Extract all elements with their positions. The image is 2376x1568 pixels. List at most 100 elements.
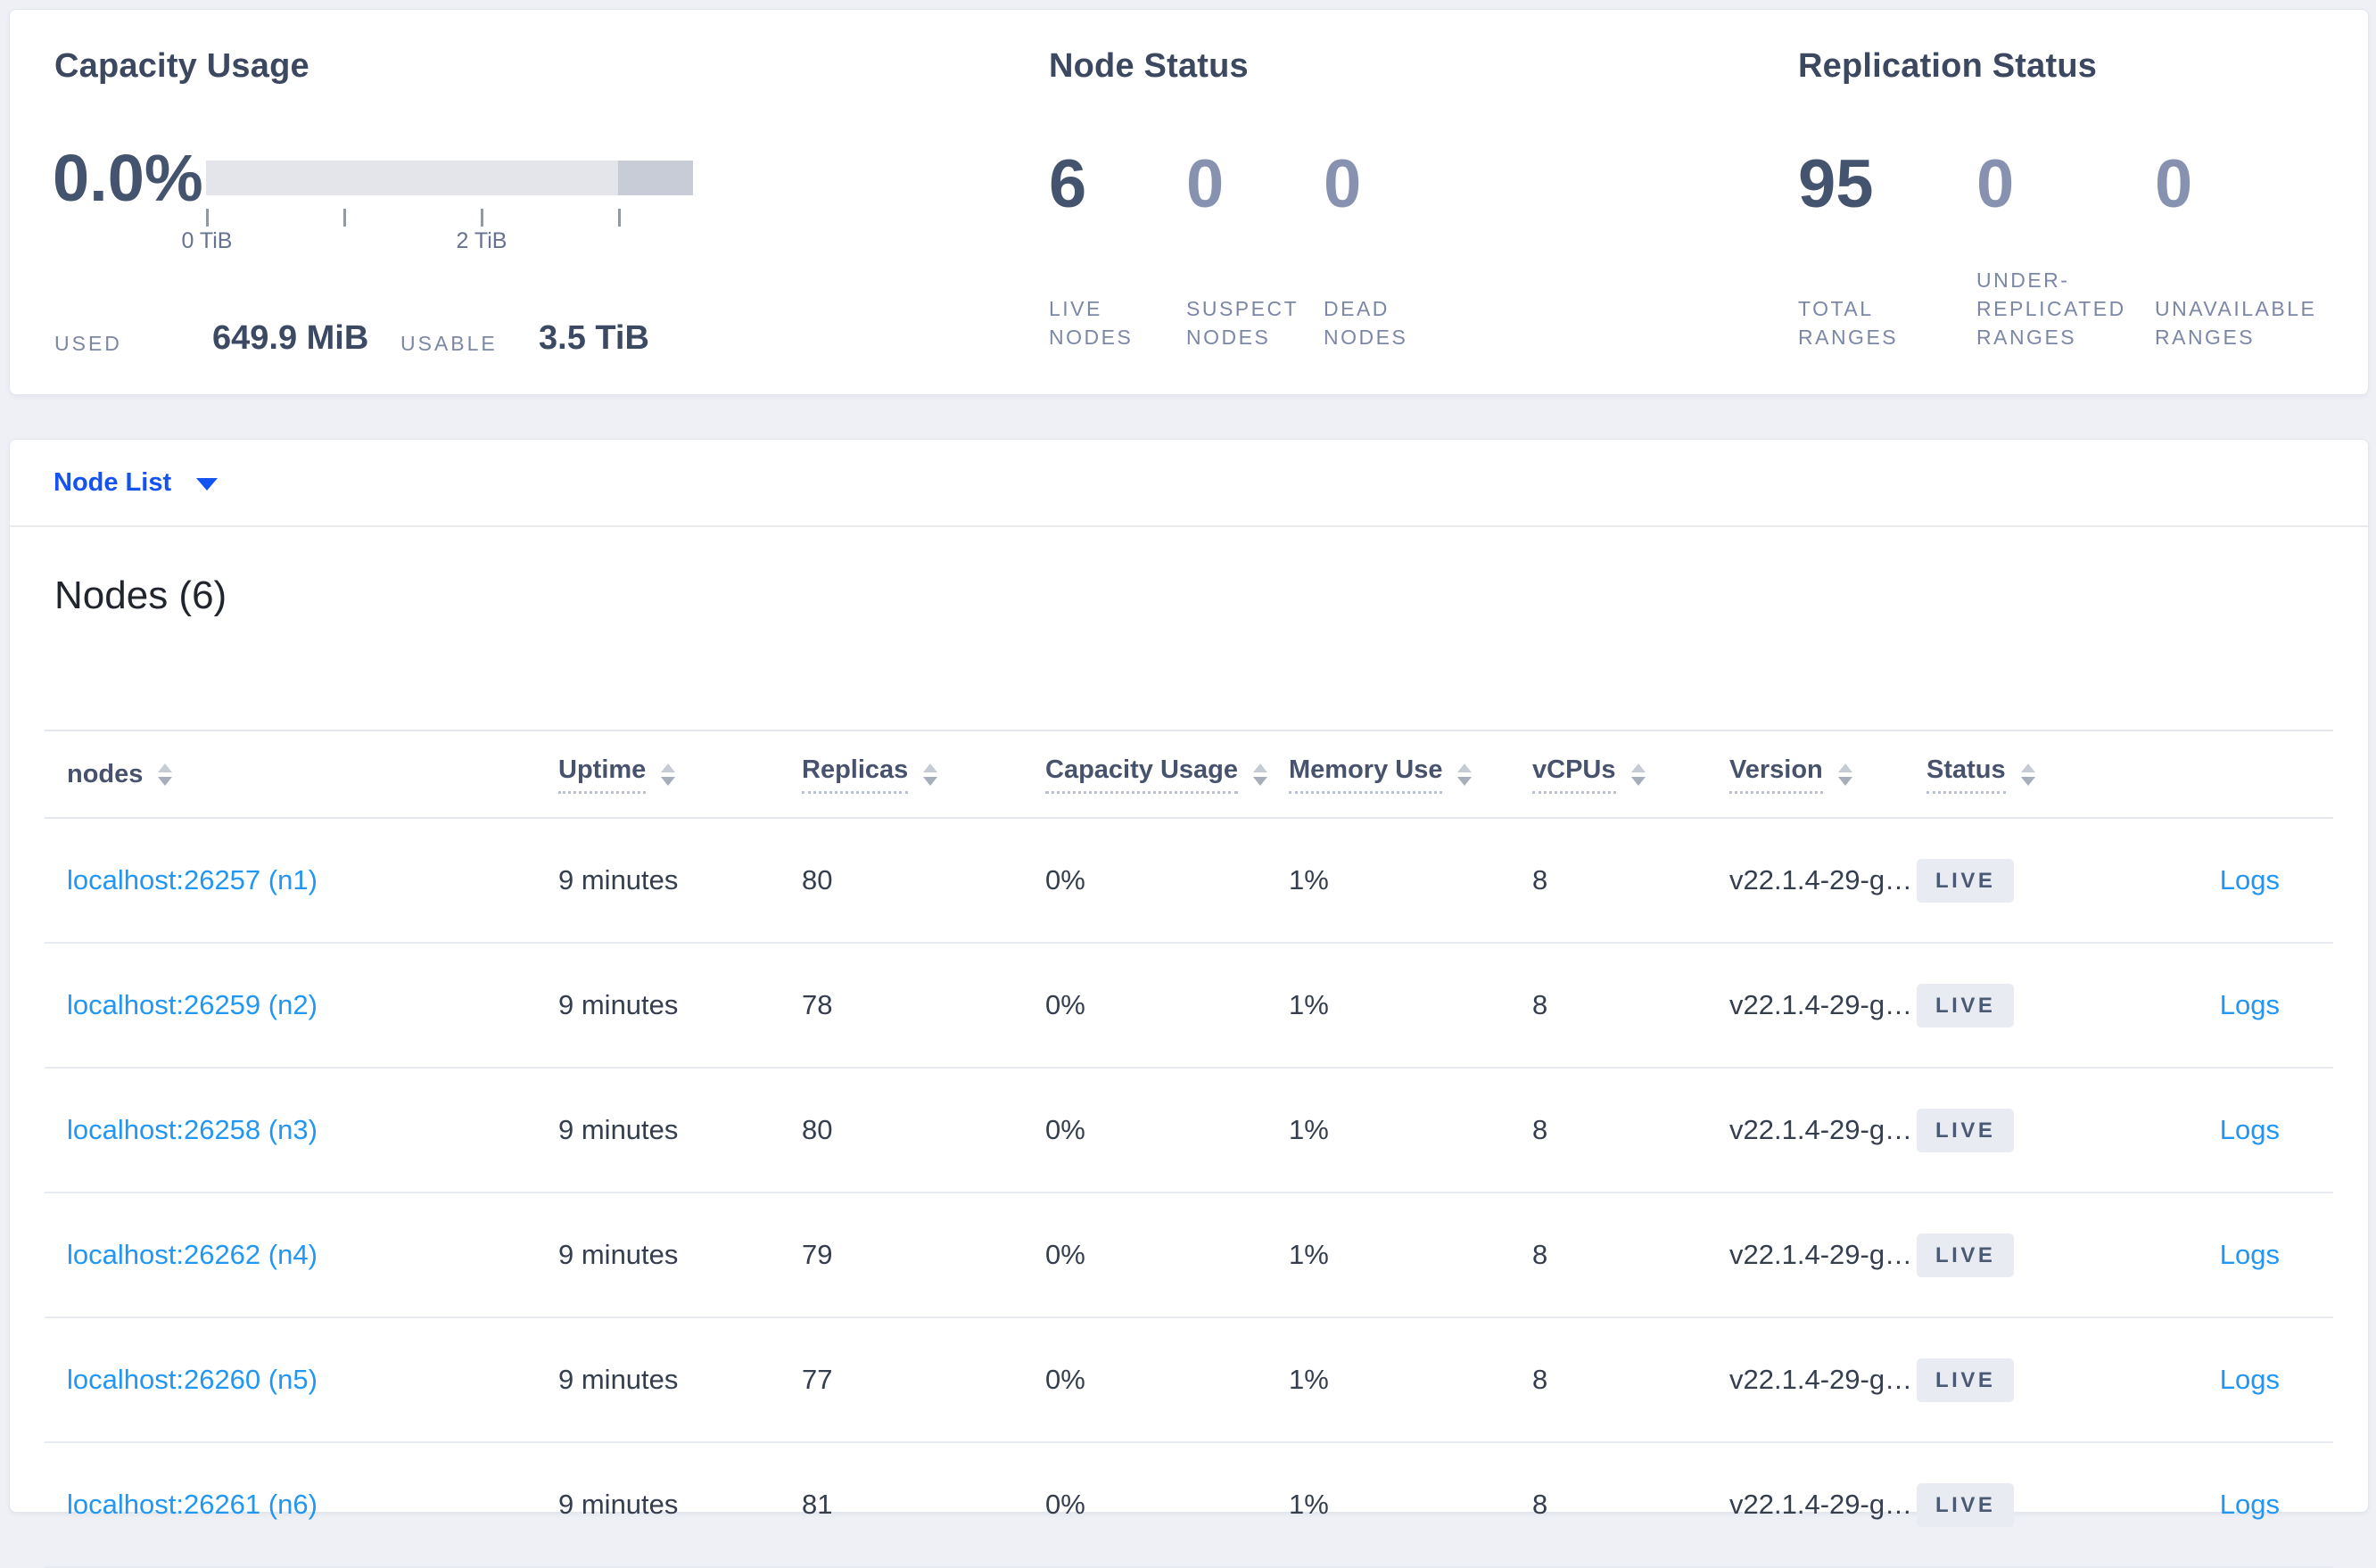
stat-label: UNDER-REPLICATED RANGES — [1976, 268, 2126, 349]
stat-label: DEAD NODES — [1324, 297, 1408, 349]
logs-cell: Logs — [2220, 944, 2280, 1067]
capacity-bar-dark-segment — [618, 161, 693, 195]
table-row: localhost:26260 (n5) 9 minutes 77 0% 1% … — [45, 1318, 2333, 1443]
uptime-cell: 9 minutes — [558, 989, 679, 1020]
logs-cell: Logs — [2220, 1318, 2280, 1441]
column-header-memory-use[interactable]: Memory Use — [1289, 731, 1473, 817]
capacity-cell: 0% — [1045, 1114, 1085, 1145]
node-status-title: Node Status — [1049, 47, 1249, 85]
stat-label: UNAVAILABLE RANGES — [2155, 297, 2317, 349]
memory-cell: 1% — [1289, 1239, 1329, 1270]
node-link[interactable]: localhost:26260 (n5) — [67, 1364, 318, 1395]
logs-link[interactable]: Logs — [2219, 1489, 2280, 1520]
stat-label: SUSPECT NODES — [1186, 297, 1299, 349]
logs-link[interactable]: Logs — [2219, 1114, 2280, 1145]
capacity-cell: 0% — [1045, 1489, 1085, 1520]
status-cell: LIVE — [1917, 1193, 2015, 1316]
column-header-nodes[interactable]: nodes — [67, 731, 173, 817]
status-cell: LIVE — [1917, 819, 2015, 942]
node-status-stats: 6 LIVE NODES 0 SUSPECT NODES 0 DEAD NODE… — [1049, 151, 1461, 351]
replicas-cell: 81 — [802, 1489, 833, 1520]
capacity-cell: 0% — [1045, 1364, 1085, 1395]
column-header-version[interactable]: Version — [1729, 731, 1852, 817]
logs-link[interactable]: Logs — [2219, 864, 2280, 895]
version-cell: v22.1.4-29-g… — [1729, 1239, 1913, 1270]
memory-cell: 1% — [1289, 864, 1329, 895]
uptime-cell: 9 minutes — [558, 1364, 679, 1395]
column-header-uptime[interactable]: Uptime — [558, 731, 676, 817]
replication-status-title: Replication Status — [1798, 47, 2098, 85]
stat-value: 0 — [2155, 146, 2193, 222]
sort-icon — [1253, 763, 1267, 786]
status-badge: LIVE — [1917, 983, 2015, 1027]
memory-cell: 1% — [1289, 1364, 1329, 1395]
capacity-usage-percent: 0.0% — [53, 141, 203, 215]
column-header-capacity-usage[interactable]: Capacity Usage — [1045, 731, 1267, 817]
axis-tick-label: 0 TiB — [181, 228, 233, 253]
column-header-status[interactable]: Status — [1926, 731, 2035, 817]
node-link[interactable]: localhost:26258 (n3) — [67, 1114, 318, 1145]
capacity-bar-track — [206, 161, 693, 195]
replicas-cell: 77 — [802, 1364, 833, 1395]
axis-tick — [343, 209, 346, 227]
vcpus-cell: 8 — [1532, 1489, 1548, 1520]
logs-link[interactable]: Logs — [2219, 989, 2280, 1020]
version-cell: v22.1.4-29-g… — [1729, 1489, 1913, 1520]
stat-value: 95 — [1798, 146, 1874, 222]
logs-link[interactable]: Logs — [2219, 1364, 2280, 1395]
uptime-cell: 9 minutes — [558, 1239, 679, 1270]
stat-column: 0 SUSPECT NODES — [1186, 151, 1324, 351]
node-link[interactable]: localhost:26262 (n4) — [67, 1239, 318, 1270]
table-row: localhost:26261 (n6) 9 minutes 81 0% 1% … — [45, 1443, 2333, 1568]
stat-value: 0 — [1976, 146, 2015, 222]
used-value: 649.9 MiB — [212, 319, 369, 357]
node-cell: localhost:26257 (n1) — [67, 819, 318, 942]
column-header-replicas[interactable]: Replicas — [802, 731, 938, 817]
sort-icon — [2020, 763, 2035, 786]
view-selector-dropdown[interactable]: Node List — [10, 440, 2368, 527]
node-link[interactable]: localhost:26259 (n2) — [67, 989, 318, 1020]
nodes-table-header: nodes Uptime Replicas Capacity Usage Mem… — [45, 730, 2333, 819]
stat-value: 0 — [1324, 146, 1362, 222]
axis-tick-label: 2 TiB — [456, 228, 507, 253]
logs-cell: Logs — [2220, 819, 2280, 942]
node-link[interactable]: localhost:26261 (n6) — [67, 1489, 318, 1520]
sort-icon — [158, 763, 173, 786]
status-badge: LIVE — [1917, 1358, 2015, 1402]
chevron-down-icon — [196, 478, 219, 491]
uptime-cell: 9 minutes — [558, 1489, 679, 1520]
nodes-heading: Nodes (6) — [54, 574, 227, 617]
vcpus-cell: 8 — [1532, 1364, 1548, 1395]
status-badge: LIVE — [1917, 1482, 2015, 1527]
stat-column: 0 DEAD NODES — [1324, 151, 1461, 351]
status-cell: LIVE — [1917, 1069, 2015, 1192]
node-cell: localhost:26259 (n2) — [67, 944, 318, 1067]
stat-label: TOTAL RANGES — [1798, 297, 1899, 349]
stat-value: 0 — [1186, 146, 1225, 222]
capacity-cell: 0% — [1045, 864, 1085, 895]
axis-tick — [206, 209, 209, 227]
axis-tick — [481, 209, 483, 227]
status-cell: LIVE — [1917, 1318, 2015, 1441]
sort-icon — [923, 763, 938, 786]
sort-icon — [1837, 763, 1852, 786]
table-row: localhost:26259 (n2) 9 minutes 78 0% 1% … — [45, 944, 2333, 1069]
column-header-vcpus[interactable]: vCPUs — [1532, 731, 1646, 817]
vcpus-cell: 8 — [1532, 1114, 1548, 1145]
version-cell: v22.1.4-29-g… — [1729, 989, 1913, 1020]
stat-value: 6 — [1049, 146, 1087, 222]
logs-link[interactable]: Logs — [2219, 1239, 2280, 1270]
logs-cell: Logs — [2220, 1443, 2280, 1566]
usable-label: USABLE — [400, 332, 498, 355]
replicas-cell: 80 — [802, 1114, 833, 1145]
view-selector-label[interactable]: Node List — [54, 467, 172, 497]
stat-column: 0 UNAVAILABLE RANGES — [2155, 151, 2333, 351]
version-cell: v22.1.4-29-g… — [1729, 1114, 1913, 1145]
logs-cell: Logs — [2220, 1069, 2280, 1192]
node-link[interactable]: localhost:26257 (n1) — [67, 864, 318, 895]
replicas-cell: 80 — [802, 864, 833, 895]
memory-cell: 1% — [1289, 1489, 1329, 1520]
node-list-card: Node List Nodes (6) nodes Uptime Replica… — [9, 439, 2369, 1568]
nodes-table: nodes Uptime Replicas Capacity Usage Mem… — [45, 730, 2333, 1568]
capacity-usage-bar: 0 TiB 2 TiB — [182, 161, 693, 253]
